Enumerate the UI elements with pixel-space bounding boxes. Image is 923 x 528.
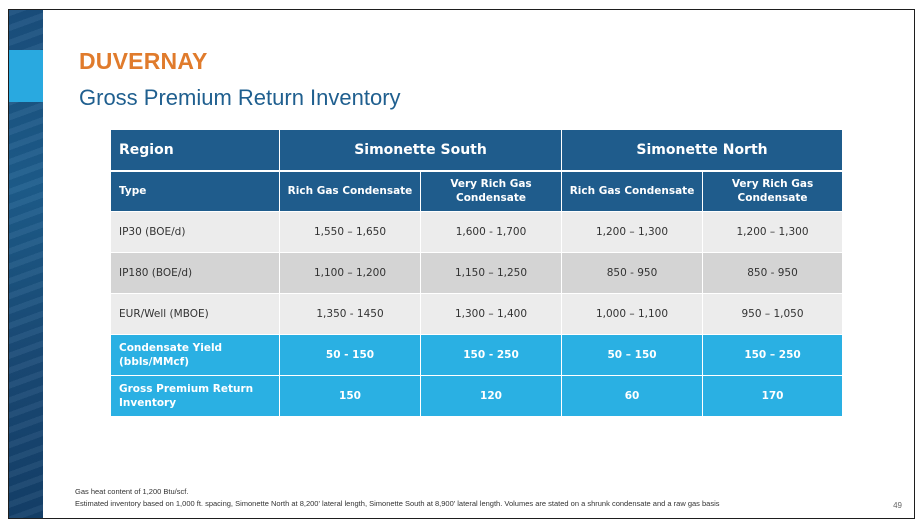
slide-subtitle: Gross Premium Return Inventory [79,85,401,110]
table-cell: 1,000 – 1,100 [561,293,704,335]
table-row: EUR/Well (MBOE) 1,350 - 1450 1,300 – 1,4… [110,293,844,335]
table-cell: 120 [419,375,563,417]
subheader-col: Very Rich Gas Condensate [702,170,844,212]
footnote: Estimated inventory based on 1,000 ft. s… [75,499,720,508]
table-row: IP30 (BOE/d) 1,550 – 1,650 1,600 - 1,700… [110,211,844,253]
table-row-highlight: Gross Premium Return Inventory 150 120 6… [110,375,844,417]
header-region: Region [110,129,280,171]
table-cell: 1,350 - 1450 [279,293,421,335]
table-cell: 850 - 950 [702,252,844,294]
table-cell: 170 [702,375,844,417]
page-number: 49 [893,501,902,510]
table-cell: 1,550 – 1,650 [279,211,421,253]
row-label: IP30 (BOE/d) [110,211,280,253]
row-label: Gross Premium Return Inventory [110,375,280,417]
table-cell: 1,150 – 1,250 [419,252,563,294]
footnotes: Gas heat content of 1,200 Btu/scf. Estim… [75,486,720,510]
inventory-table: Region Simonette South Simonette North T… [110,129,844,417]
table-cell: 50 - 150 [279,334,421,376]
table-cell: 1,200 – 1,300 [702,211,844,253]
slide-title: DUVERNAY [79,48,208,74]
table-cell: 850 - 950 [561,252,704,294]
table-cell: 150 – 250 [702,334,844,376]
table-cell: 50 – 150 [561,334,704,376]
table-cell: 1,200 – 1,300 [561,211,704,253]
row-label: IP180 (BOE/d) [110,252,280,294]
table-cell: 1,300 – 1,400 [419,293,563,335]
table-cell: 150 - 250 [419,334,563,376]
table-row-highlight: Condensate Yield (bbls/MMcf) 50 - 150 15… [110,334,844,376]
row-label: Condensate Yield (bbls/MMcf) [110,334,280,376]
footnote: Gas heat content of 1,200 Btu/scf. [75,487,189,496]
table-cell: 1,600 - 1,700 [419,211,563,253]
table-cell: 60 [561,375,704,417]
subheader-type: Type [110,170,280,212]
table-row: IP180 (BOE/d) 1,100 – 1,200 1,150 – 1,25… [110,252,844,294]
side-accent [9,50,43,102]
table-cell: 150 [279,375,421,417]
table-cell: 950 – 1,050 [702,293,844,335]
header-simonette-south: Simonette South [278,129,563,171]
subheader-col: Rich Gas Condensate [561,170,704,212]
subheader-col: Rich Gas Condensate [279,170,421,212]
subheader-col: Very Rich Gas Condensate [419,170,563,212]
row-label: EUR/Well (MBOE) [110,293,280,335]
table-cell: 1,100 – 1,200 [279,252,421,294]
header-simonette-north: Simonette North [561,129,844,171]
table-subheader-row: Type Rich Gas Condensate Very Rich Gas C… [110,170,844,212]
slide: DUVERNAY Gross Premium Return Inventory … [8,9,915,519]
table-header-row: Region Simonette South Simonette North [110,129,844,171]
